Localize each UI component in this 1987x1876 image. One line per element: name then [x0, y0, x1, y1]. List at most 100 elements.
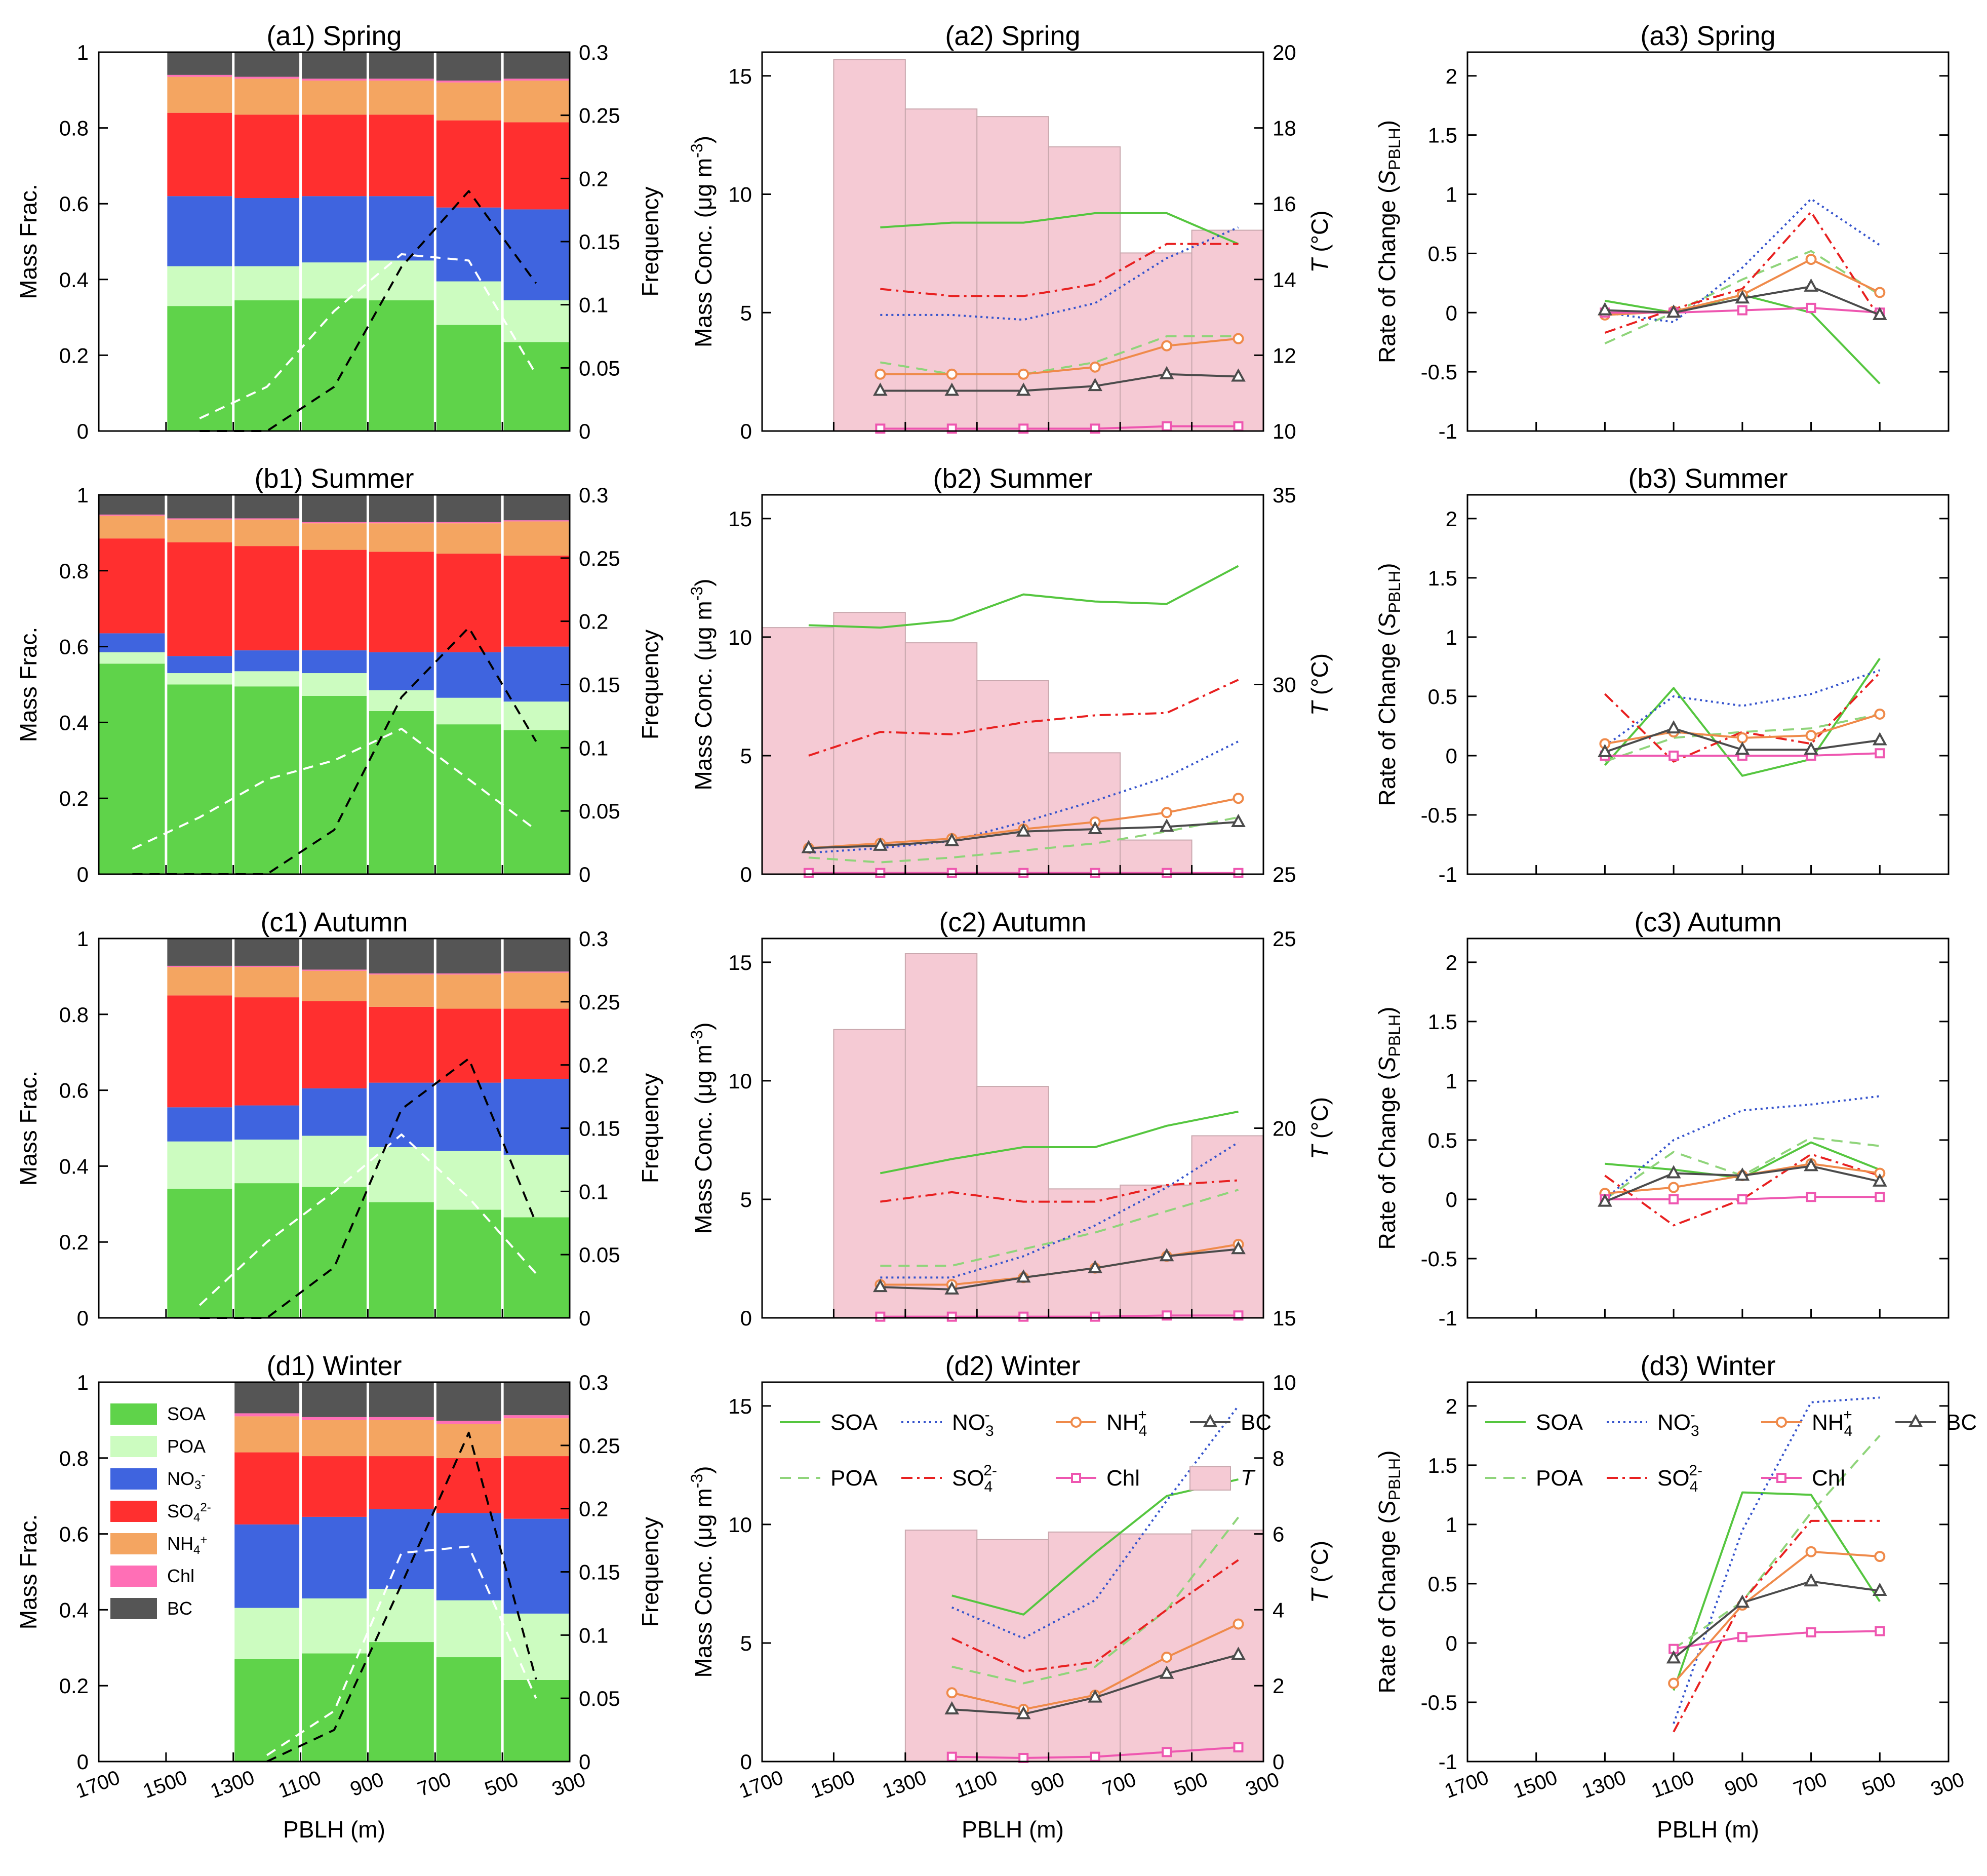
marker-square — [1776, 1473, 1786, 1483]
y-tick-label: 5 — [740, 1188, 752, 1211]
y-tick-label: 0.8 — [59, 559, 89, 583]
bar-bc — [502, 495, 570, 521]
x-tick-label: 500 — [482, 1768, 522, 1801]
bar-no — [435, 652, 503, 698]
bar-no — [368, 652, 435, 690]
bar-nh — [368, 1420, 435, 1457]
frequency-line-black — [132, 627, 537, 875]
line-poa — [880, 335, 1239, 375]
y-axis-label: Mass Frac. — [15, 1514, 42, 1629]
marker-triangle — [1666, 304, 1681, 318]
temperature-bar — [1191, 229, 1264, 432]
bar-no — [502, 646, 570, 702]
y-tick-label: 1.5 — [1428, 566, 1457, 590]
bar-bc — [233, 939, 301, 966]
y-axis-label: Mass Frac. — [15, 1071, 42, 1186]
marker-triangle — [1203, 1414, 1218, 1427]
legend-label-so: SO42- — [1657, 1462, 1702, 1495]
temperature-bar — [904, 108, 978, 432]
marker-triangle — [1735, 741, 1750, 755]
temperature-bar — [833, 612, 906, 875]
panel-c2: 0 5 10 15 15 20 25 Mass Conc. (μg m-3) T (°C) (c2… — [688, 907, 1333, 1330]
y2-tick-label: 0.05 — [579, 1687, 620, 1710]
y2-axis-label: T (°C) — [1306, 1097, 1333, 1159]
y-tick-label: 0.4 — [59, 1598, 89, 1622]
frequency-line-black — [266, 1431, 537, 1763]
bar-soa — [233, 1183, 301, 1318]
temperature-bar — [1120, 839, 1193, 875]
y-tick-label: 10 — [728, 183, 752, 207]
y-tick-label: 5 — [740, 744, 752, 768]
bar-no — [368, 1509, 435, 1589]
bar-nh — [502, 521, 570, 556]
marker-circle — [1874, 287, 1886, 298]
legend-label-chl: Chl — [167, 1566, 194, 1586]
marker-triangle — [1735, 1594, 1750, 1608]
y-tick-label: 0.5 — [1428, 1128, 1457, 1152]
y-axis-label: Mass Conc. (μg m-3) — [688, 579, 717, 791]
bar-so — [435, 120, 503, 208]
y-tick-label: 1 — [77, 927, 89, 951]
y-tick-label: -1 — [1439, 863, 1457, 886]
y2-tick-label: 6 — [1273, 1522, 1284, 1546]
y-tick-label: 0.8 — [59, 1447, 89, 1470]
marker-triangle — [1804, 741, 1818, 755]
bar-nh — [166, 967, 233, 996]
bar-chl — [502, 971, 570, 973]
y2-tick-label: 2 — [1273, 1674, 1284, 1698]
panel-a3: -1 -0.5 0 0.5 1 1.5 2 Rate of Change (SPBLH) (a3… — [1374, 21, 1950, 443]
bar-so — [435, 1008, 503, 1083]
y-axis-label: Mass Frac. — [15, 184, 42, 299]
y-axis-label: Mass Conc. (μg m-3) — [688, 1023, 717, 1234]
line-no — [1673, 1396, 1880, 1724]
legend-label-nh: NH4+ — [1106, 1406, 1147, 1439]
line-so — [1604, 211, 1881, 334]
y-axis-label: Mass Conc. (μg m-3) — [688, 136, 717, 347]
x-tick-label: 1300 — [208, 1766, 258, 1803]
y-tick-label: 0.6 — [59, 1522, 89, 1546]
bar-poa — [435, 281, 503, 325]
y-axis-label: Rate of Change (SPBLH) — [1374, 120, 1404, 363]
legend-label-no: NO3- — [1657, 1406, 1699, 1439]
panel-c1: 0 0.2 0.4 0.6 0.8 1 0 0.05 0.1 0.15 0.2 0.25 0.3 Mass… — [15, 907, 663, 1330]
bar-so — [166, 112, 233, 197]
bar-chl — [502, 520, 570, 522]
bar-bc — [300, 495, 368, 522]
bar-no — [166, 1107, 233, 1142]
marker-square — [1018, 1311, 1029, 1322]
y2-tick-label: 0.1 — [579, 293, 608, 317]
plot-frame — [1466, 937, 1950, 1319]
y2-tick-label: 0.3 — [579, 483, 608, 507]
bar-nh — [368, 81, 435, 115]
bar-so — [300, 114, 368, 197]
line-bc — [880, 373, 1239, 392]
marker-square — [1233, 868, 1244, 878]
marker-circle — [1668, 1182, 1680, 1193]
bar-so — [300, 1456, 368, 1517]
bar-nh — [435, 523, 503, 554]
marker-circle — [1233, 333, 1244, 344]
bar-poa — [99, 652, 166, 664]
legend-label-so: SO42- — [952, 1462, 997, 1495]
bar-soa — [233, 300, 301, 431]
line-so — [1604, 672, 1881, 763]
y2-tick-label: 0.3 — [579, 1371, 608, 1394]
legend-label-soa: SOA — [1536, 1410, 1583, 1435]
panel-title: (c2) Autumn — [939, 907, 1086, 937]
y2-tick-label: 16 — [1273, 192, 1296, 216]
bar-chl — [99, 514, 166, 516]
legend-label-bc: BC — [167, 1598, 192, 1619]
temperature-bar — [904, 1530, 978, 1763]
marker-triangle — [1016, 1706, 1031, 1719]
line-soa — [808, 565, 1239, 629]
legend-swatch-nh — [110, 1533, 157, 1554]
line-soa — [1673, 1491, 1881, 1691]
bar-bc — [502, 1382, 570, 1416]
x-tick-label: 500 — [1859, 1768, 1899, 1801]
x-tick-label: 700 — [415, 1768, 454, 1801]
line-so — [951, 1559, 1239, 1673]
line-chl — [880, 1314, 1239, 1318]
bar-soa — [435, 1657, 503, 1762]
bar-bc — [99, 495, 166, 515]
y2-axis-label: Frequency — [637, 630, 663, 739]
